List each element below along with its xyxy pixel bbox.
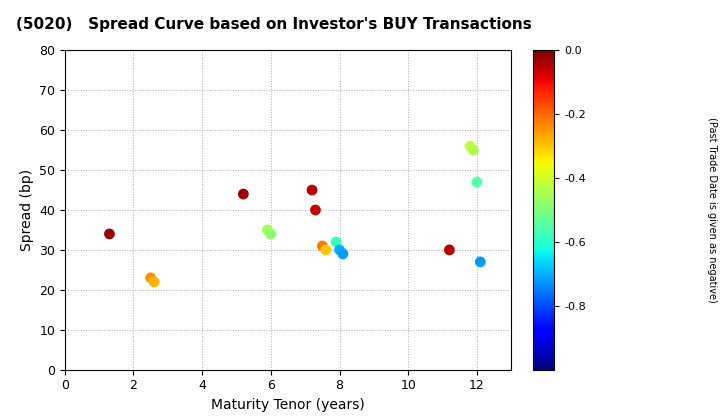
Point: [464, 143, 476, 150]
Point: [320, 247, 331, 253]
Point: [444, 247, 455, 253]
Point: [317, 242, 328, 249]
Point: [148, 278, 160, 285]
Point: [330, 239, 342, 245]
Text: (5020)   Spread Curve based on Investor's BUY Transactions: (5020) Spread Curve based on Investor's …: [16, 17, 531, 32]
Point: [104, 231, 115, 237]
X-axis label: Maturity Tenor (years): Maturity Tenor (years): [211, 398, 365, 412]
Point: [471, 178, 482, 185]
Point: [306, 186, 318, 193]
Point: [474, 258, 486, 265]
Point: [337, 250, 348, 257]
Point: [261, 226, 273, 233]
Point: [310, 207, 321, 213]
Point: [468, 147, 480, 153]
Point: [238, 191, 249, 197]
Point: [334, 247, 346, 253]
Y-axis label: Spread (bp): Spread (bp): [19, 169, 34, 251]
Point: [145, 275, 156, 281]
Point: [265, 231, 276, 237]
Y-axis label: Time in years between 5/2/2025 and Trade Date
(Past Trade Date is given as negat: Time in years between 5/2/2025 and Trade…: [707, 92, 720, 328]
